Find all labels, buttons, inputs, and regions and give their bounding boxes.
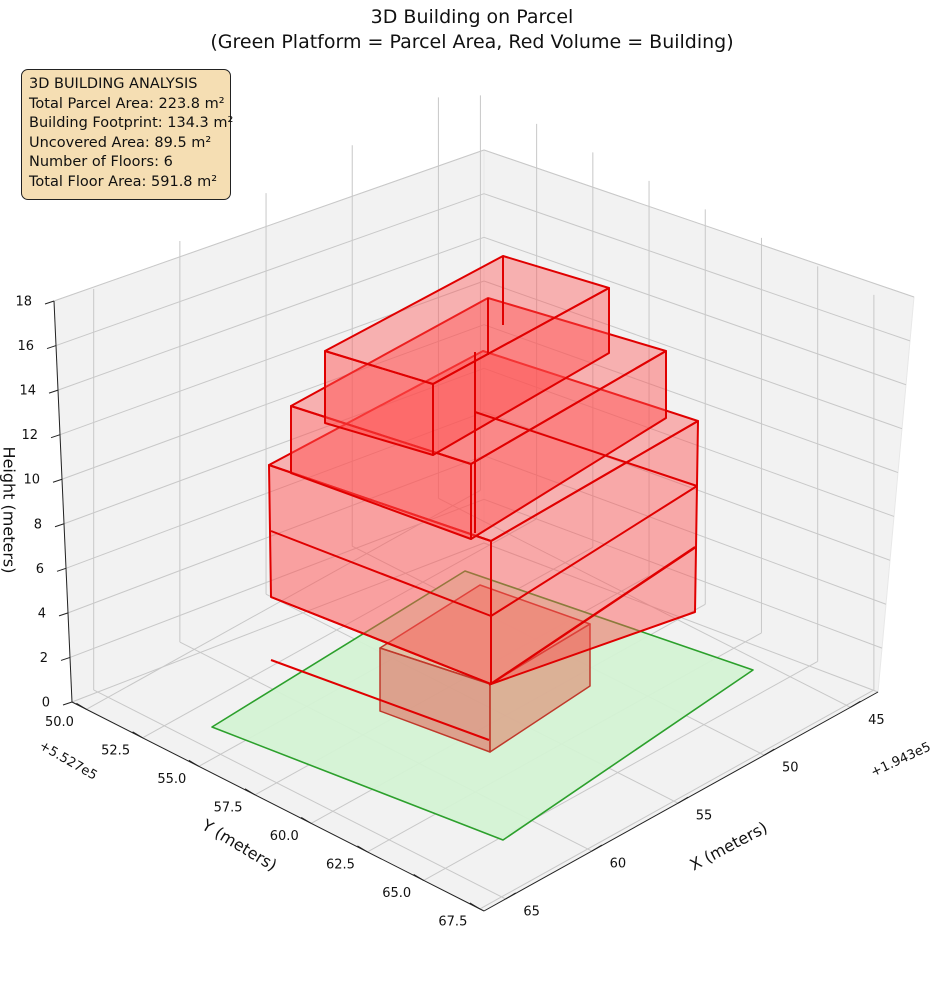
- y-tick-mark: [132, 731, 143, 739]
- analysis-info-box: 3D BUILDING ANALYSIS Total Parcel Area: …: [21, 69, 234, 200]
- z-gridline-left: [61, 324, 485, 480]
- floor-line-right-3: [488, 546, 696, 686]
- x-offset-label: +1.943e5: [869, 740, 934, 781]
- inner-floor-line: [474, 411, 698, 487]
- y-tick-label: 55.0: [157, 772, 186, 787]
- y-axis-label: Y (meters): [198, 815, 280, 875]
- z-tick-mark: [62, 701, 73, 706]
- x-tick-mark: [763, 748, 775, 756]
- info-uncovered-area: Uncovered Area: 89.5 m²: [29, 134, 212, 151]
- z-tick-label: 10: [23, 473, 40, 488]
- info-total-floor-area: Total Floor Area: 591.8 m²: [29, 173, 218, 190]
- floor-line-right: [490, 485, 698, 617]
- z-tick-label: 18: [15, 295, 32, 310]
- z-tick-label: 2: [40, 651, 48, 666]
- x-gridline-floor: [93, 689, 506, 900]
- z-gridline-left: [57, 236, 485, 391]
- floor-line-left-3: [270, 659, 490, 741]
- y-gridline-floor: [423, 660, 818, 881]
- info-heading: 3D BUILDING ANALYSIS: [29, 76, 198, 92]
- x-tick-label: 45: [868, 713, 885, 728]
- chart-title-line-2: (Green Platform = Parcel Area, Red Volum…: [210, 31, 734, 53]
- z-tick-label: 4: [38, 606, 46, 621]
- x-axis-label: X (meters): [687, 818, 771, 875]
- z-gridline-right: [483, 455, 887, 605]
- x-tick-mark: [591, 844, 603, 852]
- info-parcel-area: Total Parcel Area: 223.8 m²: [29, 95, 225, 112]
- z-gridline-right: [483, 324, 899, 474]
- z-tick-label: 6: [36, 562, 44, 577]
- chart-title-line-1: 3D Building on Parcel: [370, 6, 574, 28]
- z-tick-mark: [56, 567, 67, 572]
- y-offset-label: +5.527e5: [36, 738, 99, 783]
- y-tick-label: 65.0: [382, 886, 411, 901]
- z-tick-mark: [52, 478, 63, 483]
- z-tick-label: 8: [34, 517, 42, 532]
- info-number-of-floors: Number of Floors: 6: [29, 154, 173, 171]
- x-tick-label: 55: [696, 809, 713, 824]
- y-gridline-floor: [479, 689, 875, 910]
- y-tick-mark: [244, 788, 256, 796]
- x-tick-label: 65: [523, 904, 540, 919]
- y-tick-mark: [357, 845, 368, 853]
- z-tick-mark: [58, 612, 69, 617]
- y-tick-mark: [413, 873, 424, 881]
- z-tick-mark: [60, 656, 71, 661]
- y-tick-mark: [76, 702, 87, 710]
- z-tick-mark: [46, 345, 57, 350]
- y-tick-label: 62.5: [326, 857, 355, 872]
- z-tick-mark: [50, 434, 61, 439]
- z-gridline-right: [483, 367, 895, 517]
- y-tick-mark: [469, 902, 481, 910]
- x-tick-label: 50: [782, 761, 799, 776]
- y-tick-label: 52.5: [101, 743, 130, 758]
- x-tick-mark: [850, 700, 861, 708]
- z-tick-label: 0: [42, 696, 50, 711]
- z-axis-line: [53, 300, 73, 703]
- z-tick-mark: [44, 300, 55, 305]
- info-building-footprint: Building Footprint: 134.3 m²: [29, 115, 234, 132]
- z-tick-mark: [54, 523, 65, 528]
- base-right-face: [489, 623, 591, 753]
- y-tick-label: 67.5: [438, 914, 467, 929]
- z-tick-label: 16: [17, 339, 34, 354]
- x-tick-mark: [677, 796, 689, 804]
- y-tick-label: 57.5: [214, 800, 243, 815]
- z-gridline-left: [53, 149, 485, 302]
- x-tick-mark: [505, 892, 516, 900]
- z-axis-label: Height (meters): [0, 447, 19, 574]
- z-gridline-right: [483, 149, 915, 298]
- floor-line-left-2: [270, 596, 492, 685]
- z-gridline-right: [483, 193, 911, 342]
- z-gridline-right: [483, 498, 883, 649]
- z-tick-label: 14: [19, 384, 36, 399]
- z-tick-label: 12: [21, 428, 38, 443]
- floor-line-left: [270, 530, 492, 617]
- z-gridline-right: [483, 236, 907, 386]
- y-tick-label: 50.0: [45, 715, 74, 730]
- z-gridline-right: [483, 280, 903, 430]
- z-tick-mark: [48, 389, 59, 394]
- x-gridline-floor: [438, 497, 851, 708]
- y-tick-mark: [300, 816, 312, 824]
- block-mid-right-face: [470, 350, 667, 540]
- z-gridline-left: [59, 280, 485, 436]
- y-tick-mark: [188, 759, 200, 767]
- z-gridline-left: [55, 193, 485, 347]
- x-tick-label: 60: [610, 857, 627, 872]
- y-tick-label: 60.0: [270, 829, 299, 844]
